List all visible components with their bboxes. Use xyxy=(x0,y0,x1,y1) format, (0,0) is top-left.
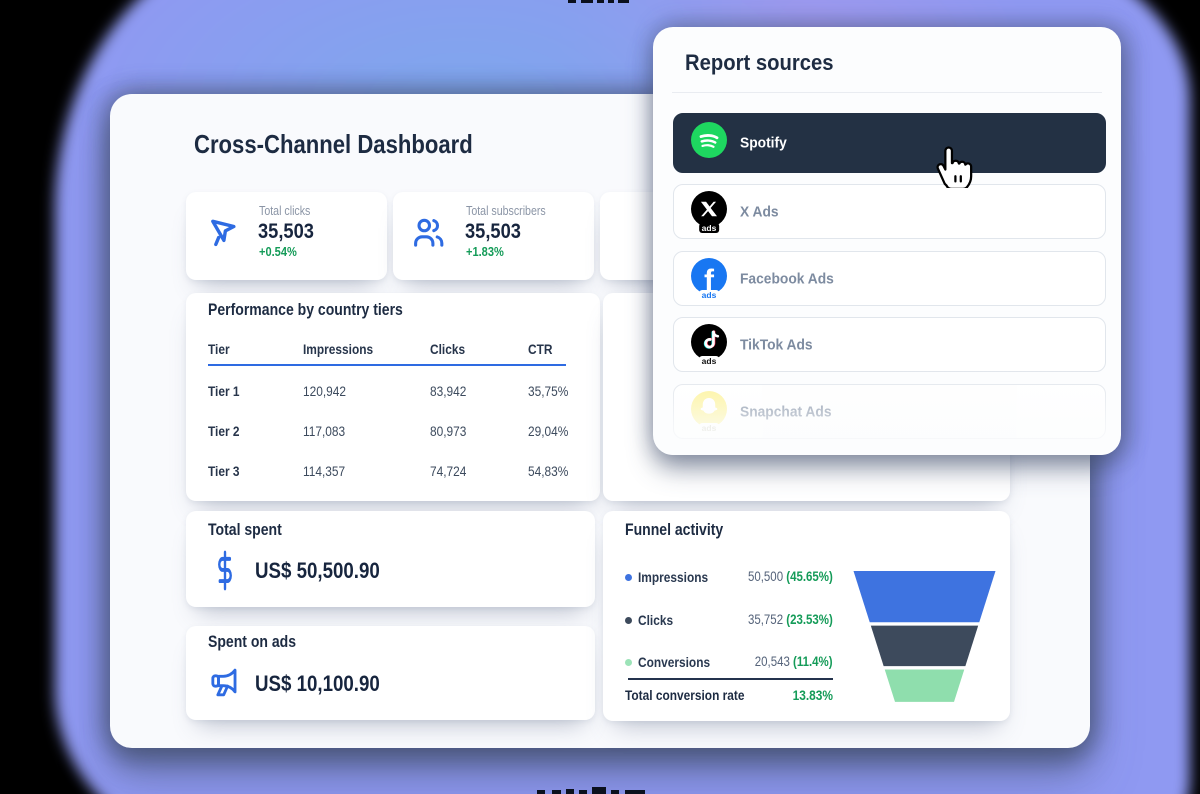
panel-divider xyxy=(672,92,1102,93)
legend-row: Impressions 50,500 (45.65%) xyxy=(625,569,833,587)
kpi-card-total-subscribers: Total subscribers 35,503 +1.83% xyxy=(393,192,594,280)
legend-label: Impressions xyxy=(638,569,709,585)
cropped-text-top xyxy=(597,0,604,3)
legend-dot-icon xyxy=(625,616,632,624)
source-icon-wrap xyxy=(691,122,727,164)
cropped-text-top xyxy=(568,0,576,3)
table-cell: Tier 2 xyxy=(208,423,240,439)
cropped-text-top xyxy=(618,0,629,3)
section-title: Performance by country tiers xyxy=(208,301,403,319)
hand-cursor-icon xyxy=(926,140,974,188)
kpi-value: 35,503 xyxy=(465,219,521,243)
funnel-chart xyxy=(853,571,996,702)
table-cell: 29,04% xyxy=(528,423,569,439)
source-item-facebook-ads[interactable]: f ads Facebook Ads xyxy=(673,251,1106,306)
legend-row: Conversions 20,543 (11.4%) xyxy=(625,654,833,672)
kpi-label: Total clicks xyxy=(259,204,311,218)
funnel-segment xyxy=(870,625,979,667)
kpi-delta: +0.54% xyxy=(259,244,297,259)
funnel-card: Funnel activity Impressions 50,500 (45.65… xyxy=(603,511,1010,721)
facebook-ads-icon: f xyxy=(691,257,727,294)
table-col-header: Tier xyxy=(208,341,230,357)
panel-bottom-fade xyxy=(655,367,1119,455)
table-cell: 83,942 xyxy=(430,383,467,399)
source-item-x-ads[interactable]: ads X Ads xyxy=(673,184,1106,239)
section-title: Total spent xyxy=(208,521,282,539)
source-icon-wrap: ads xyxy=(691,190,727,233)
funnel-segment xyxy=(853,571,996,623)
legend-dot-icon xyxy=(625,659,632,666)
table-col-header: Clicks xyxy=(430,341,466,357)
table-cell: 54,83% xyxy=(528,463,569,479)
table-cell: 117,083 xyxy=(303,423,346,439)
cropped-text-bottom xyxy=(611,790,619,794)
report-sources-panel: Report sources Spotify ads X Ads f ads Fac… xyxy=(653,27,1121,455)
cursor-arrow-icon xyxy=(207,215,241,249)
cropped-text-bottom xyxy=(566,789,574,794)
ads-badge: ads xyxy=(699,222,719,233)
users-icon xyxy=(411,215,445,249)
kpi-card-total-clicks: Total clicks 35,503 +0.54% xyxy=(186,192,387,280)
cropped-text-bottom xyxy=(592,787,606,794)
dollar-icon xyxy=(212,549,238,592)
table-cell: 74,724 xyxy=(430,463,467,479)
legend-dot-icon xyxy=(625,574,632,581)
cropped-text-bottom xyxy=(625,790,645,794)
kpi-delta: +1.83% xyxy=(466,244,504,259)
total-conversion-value: 13.83% xyxy=(792,687,833,703)
kpi-label: Total subscribers xyxy=(466,204,546,218)
source-icon-wrap: f ads xyxy=(691,257,727,300)
table-cell: Tier 3 xyxy=(208,463,240,479)
total-conversion-label: Total conversion rate xyxy=(625,687,745,703)
page-title: Cross-Channel Dashboard xyxy=(194,129,473,159)
ads-badge: ads xyxy=(699,355,719,366)
megaphone-icon xyxy=(210,663,244,699)
cropped-text-bottom xyxy=(579,790,587,794)
money-value: US$ 10,100.90 xyxy=(255,671,380,696)
total-spent-card: Total spent US$ 50,500.90 xyxy=(186,511,595,607)
spent-on-ads-card: Spent on ads US$ 10,100.90 xyxy=(186,626,595,720)
legend-label: Clicks xyxy=(638,611,674,628)
section-title: Spent on ads xyxy=(208,633,297,651)
cropped-text-bottom xyxy=(537,790,545,794)
source-item-spotify[interactable]: Spotify xyxy=(673,113,1106,173)
money-value: US$ 50,500.90 xyxy=(255,558,380,583)
section-title: Funnel activity xyxy=(625,521,724,539)
source-label: X Ads xyxy=(740,203,779,220)
funnel-segment xyxy=(884,669,965,702)
cropped-text-bottom xyxy=(552,790,561,794)
source-label: Spotify xyxy=(740,134,787,152)
tiers-table-card: Performance by country tiers Tier Impress… xyxy=(186,293,600,501)
legend-label: Conversions xyxy=(638,654,711,670)
x-ads-icon xyxy=(691,190,727,227)
table-cell: 114,357 xyxy=(303,463,346,479)
table-cell: 35,75% xyxy=(528,383,569,399)
table-col-header: CTR xyxy=(528,341,553,357)
legend-row: Clicks 35,752 (23.53%) xyxy=(625,612,833,630)
cropped-text-top xyxy=(608,0,614,3)
panel-title: Report sources xyxy=(685,50,834,75)
legend-value: 35,752 (23.53%) xyxy=(748,611,833,627)
table-cell: Tier 1 xyxy=(208,383,240,399)
legend-value: 20,543 (11.4%) xyxy=(755,654,833,669)
source-label: TikTok Ads xyxy=(740,336,813,353)
table-col-header: Impressions xyxy=(303,341,374,357)
source-label: Facebook Ads xyxy=(740,270,834,287)
tiktok-ads-icon xyxy=(691,323,727,360)
funnel-total-divider xyxy=(628,678,833,680)
cropped-text-top xyxy=(581,0,593,3)
table-cell: 120,942 xyxy=(303,383,347,399)
legend-value: 50,500 (45.65%) xyxy=(748,569,833,584)
table-header-rule xyxy=(208,364,566,366)
kpi-value: 35,503 xyxy=(258,219,314,243)
source-icon-wrap: ads xyxy=(691,323,727,366)
spotify-icon xyxy=(691,122,727,158)
source-item-tiktok-ads[interactable]: ads TikTok Ads xyxy=(673,317,1106,372)
table-cell: 80,973 xyxy=(430,423,467,439)
ads-badge: ads xyxy=(699,289,719,300)
